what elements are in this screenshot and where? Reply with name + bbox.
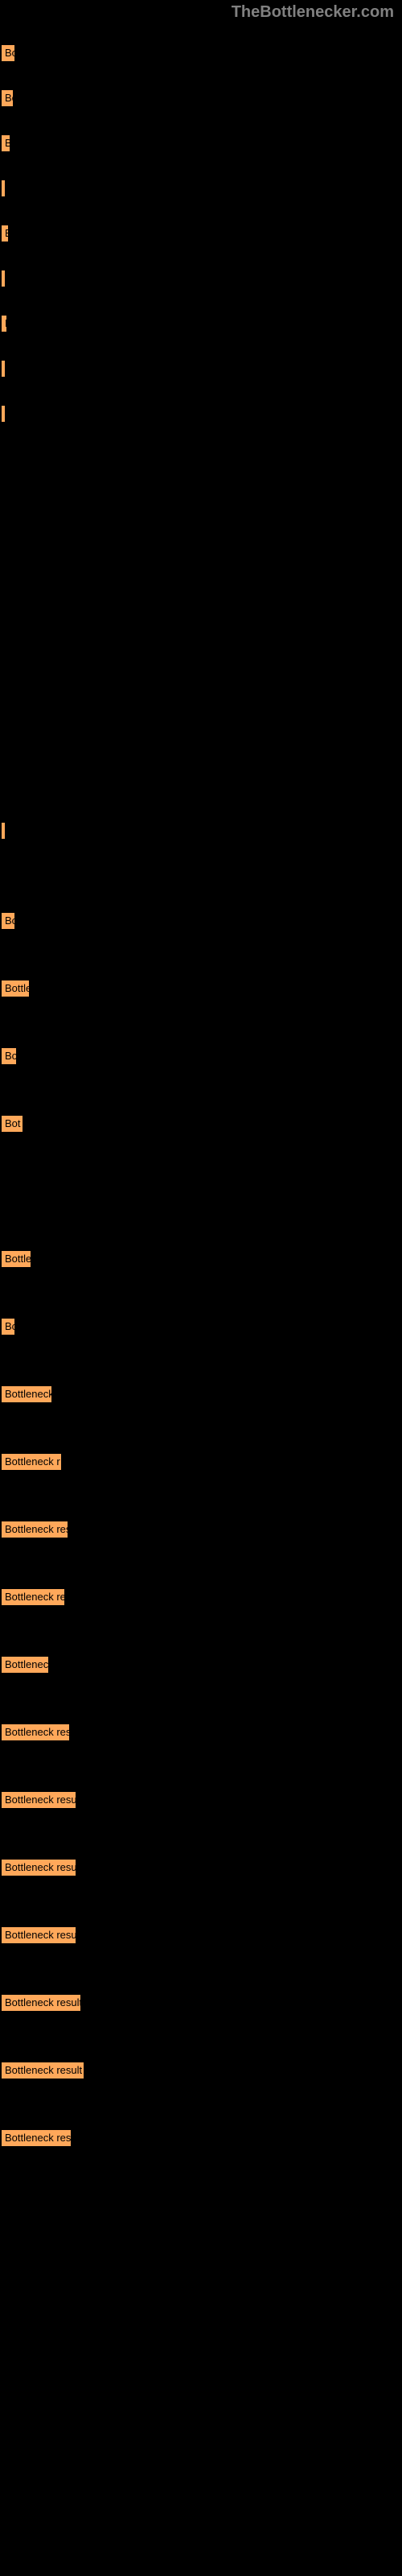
bar-18: Bottleneck res (0, 1520, 69, 1539)
bar-20: Bottleneck (0, 1655, 50, 1674)
bar-23: Bottleneck resu (0, 1858, 77, 1877)
bar-10: Bo (0, 911, 16, 931)
bar-27: Bottleneck resu (0, 2128, 72, 2148)
bar-13: Bot (0, 1114, 24, 1133)
bar-24: Bottleneck resul (0, 1926, 77, 1945)
chart-container: TheBottlenecker.com Bo Bo B B B Bo Bottle Bo Bot… (0, 0, 402, 2576)
bar-4: B (0, 224, 10, 243)
bar-7 (0, 359, 6, 378)
bar-17: Bottleneck r (0, 1452, 63, 1472)
bar-21: Bottleneck res (0, 1723, 71, 1742)
bar-11: Bottle (0, 979, 31, 998)
bar-8 (0, 404, 6, 423)
bar-12: Bo (0, 1046, 18, 1066)
bar-2: B (0, 134, 11, 153)
bar-22: Bottleneck resul (0, 1790, 77, 1810)
bar-25: Bottleneck result (0, 1993, 82, 2013)
bar-9 (0, 821, 6, 840)
watermark-text: TheBottlenecker.com (232, 3, 394, 22)
bar-16: Bottleneck (0, 1385, 53, 1404)
bar-0: Bo (0, 43, 16, 63)
bar-3 (0, 179, 6, 198)
bar-6: B (0, 314, 8, 333)
bar-19: Bottleneck re (0, 1587, 66, 1607)
bar-5 (0, 269, 6, 288)
bar-26: Bottleneck result (0, 2061, 85, 2080)
bar-15: Bo (0, 1317, 16, 1336)
bar-1: Bo (0, 89, 14, 108)
bar-14: Bottle (0, 1249, 32, 1269)
